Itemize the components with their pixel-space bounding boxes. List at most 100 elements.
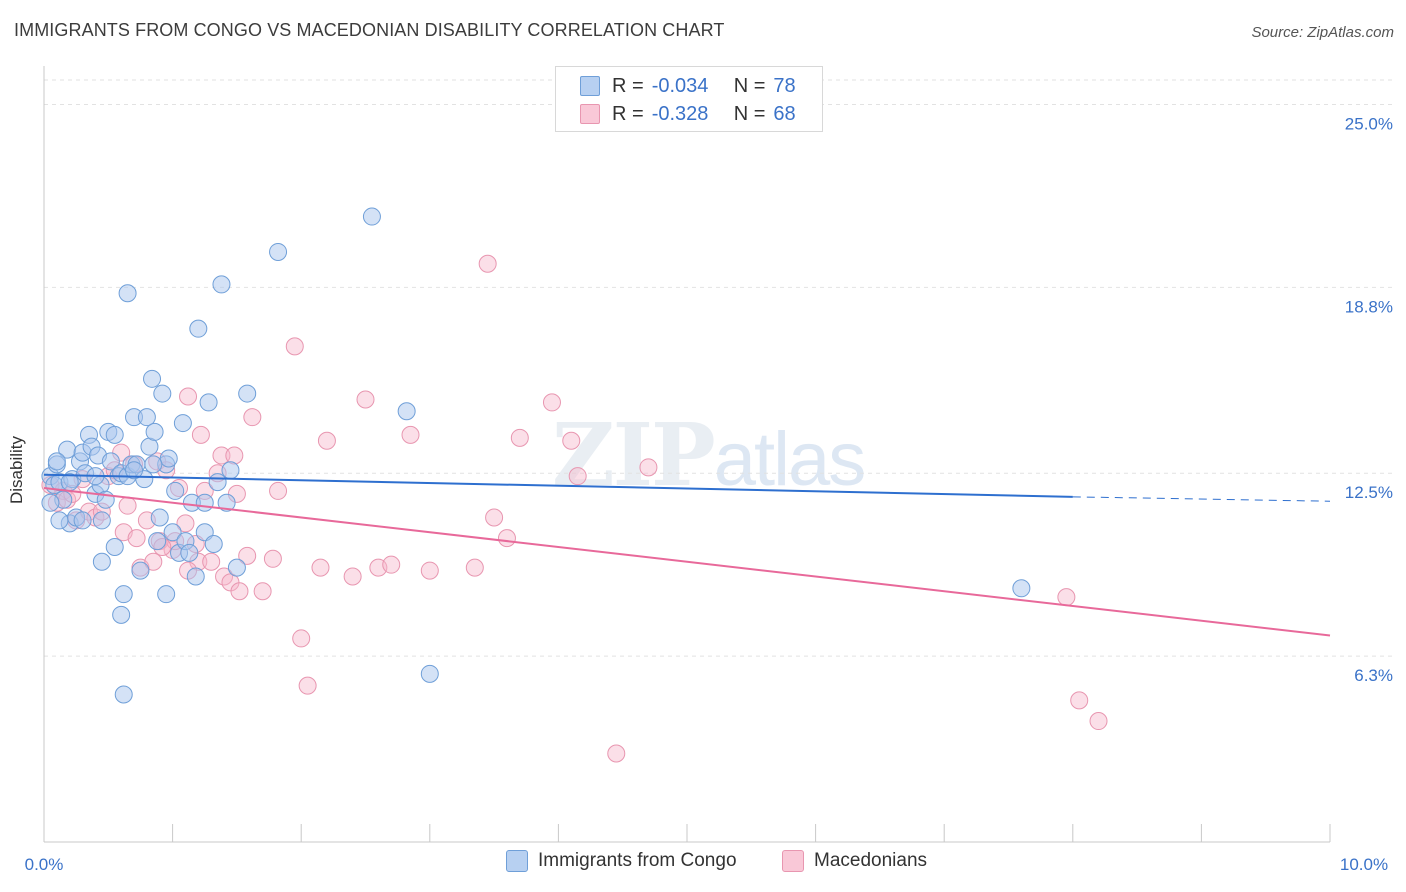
data-point-congo [73,511,92,530]
legend-swatch-blue-icon [506,850,528,872]
data-point-congo [131,561,150,580]
swatch-pink-icon [580,104,600,124]
data-point-congo [153,384,172,403]
data-point-macedonians [478,254,497,273]
n-label: N = [733,102,766,125]
data-point-macedonians [269,481,288,500]
data-point-congo [143,369,162,388]
data-point-macedonians [230,582,249,601]
tick-labels: 6.3% 12.5% 18.8% 25.0% 0.0% 10.0% [25,114,1393,874]
data-point-congo [186,567,205,586]
data-point-macedonians [191,425,210,444]
data-point-congo [189,319,208,338]
data-point-congo [144,455,163,474]
data-point-congo [221,461,240,480]
data-point-macedonians [542,393,561,412]
data-point-macedonians [253,582,272,601]
n-label: N = [733,74,766,97]
data-point-congo [212,275,231,294]
stats-row-macedonians: R = -0.328 N = 68 [580,99,796,129]
data-point-congo [92,552,111,571]
data-point-macedonians [225,446,244,465]
data-point-congo [166,481,185,500]
trend-line-congo-extension [1072,496,1331,502]
data-point-congo [41,493,60,512]
data-point-congo [204,535,223,554]
n-value: 68 [773,102,796,125]
data-point-macedonians [465,558,484,577]
data-point-congo [118,284,137,303]
x-tick-label: 10.0% [1340,855,1388,874]
data-point-congo [217,493,236,512]
data-point-congo [208,473,227,492]
data-point-macedonians [127,529,146,548]
legend-item-congo[interactable]: Immigrants from Congo [506,850,737,872]
axes [43,66,1331,843]
data-point-congo [159,449,178,468]
y-tick-label: 12.5% [1345,483,1393,502]
data-point-macedonians [562,431,581,450]
data-point-macedonians [420,561,439,580]
r-label: R = [612,74,644,97]
data-point-macedonians [243,408,262,427]
data-point-congo [47,452,66,471]
data-point-macedonians [1070,691,1089,710]
data-point-macedonians [607,744,626,763]
data-point-congo [105,537,124,556]
data-point-congo [238,384,257,403]
data-point-macedonians [639,458,658,477]
data-point-congo [199,393,218,412]
data-point-macedonians [382,555,401,574]
data-point-macedonians [263,549,282,568]
data-point-macedonians [510,428,529,447]
data-point-congo [50,511,69,530]
series-congo-points [41,207,1031,704]
data-point-congo [227,558,246,577]
data-point-macedonians [317,431,336,450]
legend-item-macedonians[interactable]: Macedonians [782,850,927,872]
data-point-macedonians [238,546,257,565]
data-point-congo [157,585,176,604]
data-point-congo [397,402,416,421]
y-tick-label: 25.0% [1345,114,1393,133]
stats-row-congo: R = -0.034 N = 78 [580,71,796,101]
data-point-congo [1012,579,1031,598]
data-point-macedonians [1057,588,1076,607]
data-point-congo [148,532,167,551]
data-point-macedonians [144,552,163,571]
stats-box: R = -0.034 N = 78 R = -0.328 N = 68 [555,66,823,132]
data-point-macedonians [1089,712,1108,731]
data-point-macedonians [343,567,362,586]
data-point-macedonians [311,558,330,577]
data-point-congo [150,508,169,527]
data-point-congo [180,543,199,562]
legend: Immigrants from Congo Macedonians [0,850,1406,878]
legend-swatch-pink-icon [782,850,804,872]
x-tick-label: 0.0% [25,855,64,874]
data-point-macedonians [568,467,587,486]
data-point-congo [137,408,156,427]
data-point-congo [114,685,133,704]
legend-label: Macedonians [814,850,928,871]
watermark-atlas: atlas [713,417,867,502]
data-point-macedonians [118,496,137,515]
y-tick-label: 6.3% [1354,666,1393,685]
data-point-congo [125,461,144,480]
data-point-macedonians [292,629,311,648]
chart-title: IMMIGRANTS FROM CONGO VS MACEDONIAN DISA… [14,20,725,40]
r-label: R = [612,102,644,125]
data-point-macedonians [497,529,516,548]
data-point-congo [195,493,214,512]
trend-lines [43,473,1331,637]
data-point-macedonians [179,387,198,406]
data-point-congo [92,511,111,530]
data-point-macedonians [176,514,195,533]
trend-line-congo [43,473,1073,498]
data-point-macedonians [212,446,231,465]
y-tick-label: 18.8% [1345,297,1393,316]
data-point-congo [112,605,131,624]
data-point-congo [163,523,182,542]
data-point-macedonians [285,337,304,356]
swatch-blue-icon [580,76,600,96]
data-point-congo [145,422,164,441]
